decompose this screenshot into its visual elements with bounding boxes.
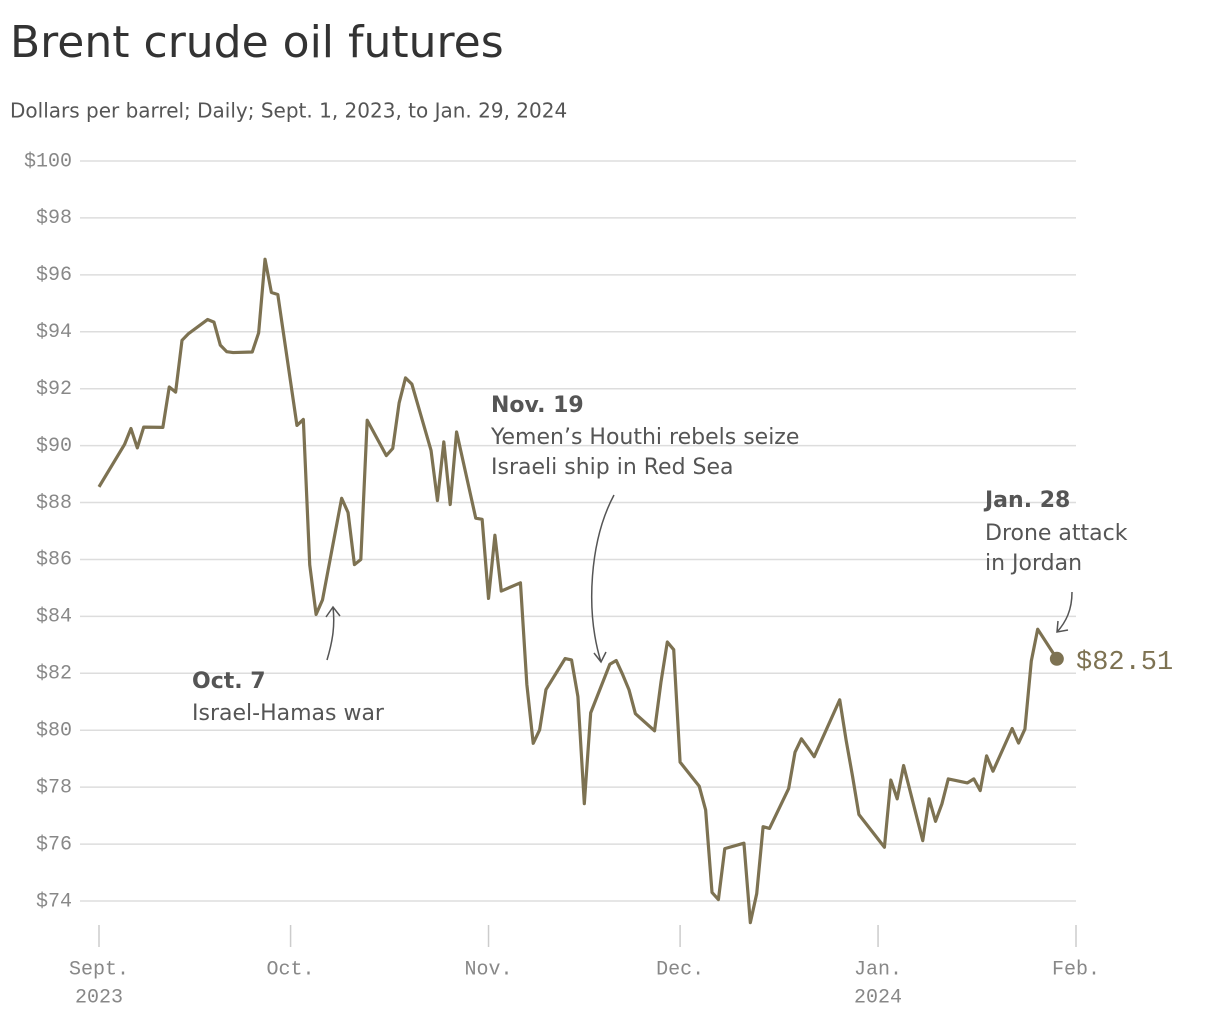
annotation-title: Jan. 28 xyxy=(983,488,1070,513)
y-tick-label: $98 xyxy=(36,207,72,230)
annotation-text: Drone attack xyxy=(985,521,1128,546)
y-tick-label: $82 xyxy=(36,663,72,686)
y-tick-label: $90 xyxy=(36,435,72,458)
y-tick-label: $74 xyxy=(36,890,72,913)
annotation-arrow xyxy=(591,494,615,664)
chart-subtitle: Dollars per barrel; Daily; Sept. 1, 2023… xyxy=(10,99,567,123)
x-tick-label: Oct. xyxy=(267,958,315,981)
x-tick-label: 2023 xyxy=(75,986,123,1009)
end-point xyxy=(1049,651,1064,666)
plot xyxy=(97,257,1064,925)
annotation-text: in Jordan xyxy=(985,551,1082,576)
y-tick-label: $100 xyxy=(24,150,72,173)
annotation-arrow xyxy=(325,605,341,661)
end-value-label: $82.51 xyxy=(1076,648,1173,678)
y-tick-label: $96 xyxy=(36,264,72,287)
x-tick-label: Dec. xyxy=(656,958,704,981)
grid: $74 $76 $78 $80 $82 $84 $86 $88 $90 $92 $94 $96 $98 $… xyxy=(24,150,1100,1009)
y-tick-label: $94 xyxy=(36,321,72,344)
annotation-title: Nov. 19 xyxy=(491,393,584,418)
x-tick-label: Jan. xyxy=(854,958,902,981)
x-tick-label: Sept. xyxy=(69,958,129,981)
y-tick-label: $92 xyxy=(36,378,72,401)
x-tick-label: Nov. xyxy=(465,958,513,981)
x-tick-label: 2024 xyxy=(854,986,902,1009)
x-tick-label: Feb. xyxy=(1052,958,1100,981)
annotation-title: Oct. 7 xyxy=(192,669,266,694)
y-tick-label: $78 xyxy=(36,776,72,799)
annotation-text: Israel-Hamas war xyxy=(192,701,385,726)
y-tick-label: $80 xyxy=(36,720,72,743)
price-line xyxy=(97,257,1059,925)
y-tick-label: $84 xyxy=(36,606,72,629)
y-tick-label: $86 xyxy=(36,549,72,572)
annotation-arrow xyxy=(1056,591,1073,633)
annotation-text: Yemen’s Houthi rebels seize xyxy=(490,425,799,450)
y-tick-label: $76 xyxy=(36,833,72,856)
y-tick-label: $88 xyxy=(36,492,72,515)
chart-title: Brent crude oil futures xyxy=(10,17,504,68)
annotation-text: Israeli ship in Red Sea xyxy=(491,455,734,480)
